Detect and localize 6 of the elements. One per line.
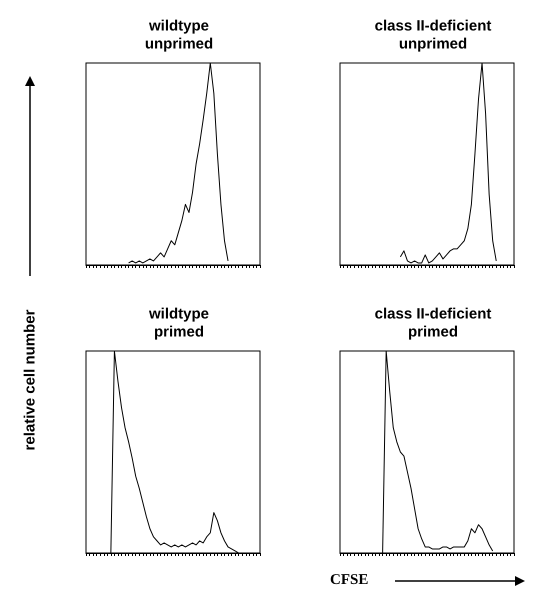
- chart-title: class II-deficient unprimed: [374, 18, 492, 52]
- x-axis-title: CFSE: [330, 572, 368, 589]
- chart-title: class II-deficient primed: [374, 306, 492, 340]
- chart-title: wildtype primed: [148, 306, 210, 340]
- chart-title: wildtype unprimed: [144, 18, 214, 52]
- y-axis-title: relative cell number: [22, 310, 38, 450]
